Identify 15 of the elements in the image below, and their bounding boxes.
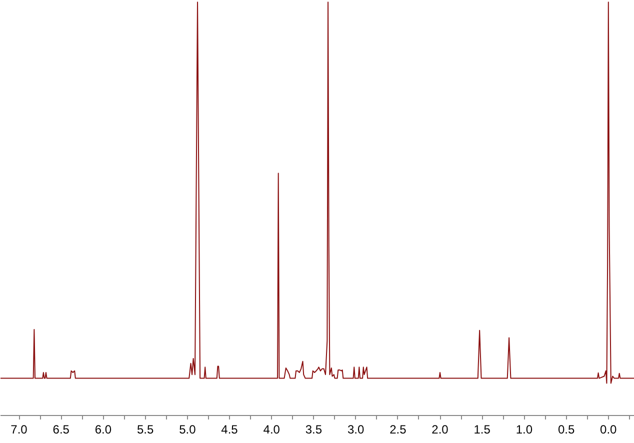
x-tick-label: 5.0 bbox=[179, 422, 196, 436]
x-tick-label: 6.0 bbox=[94, 422, 112, 436]
x-tick-label: 1.5 bbox=[474, 422, 491, 436]
x-tick-label: 4.0 bbox=[263, 422, 280, 436]
x-tick-label: 0.5 bbox=[558, 422, 575, 436]
x-tick-label: 1.0 bbox=[516, 422, 533, 436]
x-tick-label: 3.0 bbox=[347, 422, 364, 436]
x-tick-label: 6.5 bbox=[52, 422, 70, 436]
x-tick-label: 2.5 bbox=[390, 422, 407, 436]
x-tick-label: 0.0 bbox=[600, 422, 618, 436]
x-tick-label: 7.0 bbox=[10, 422, 28, 436]
x-tick-label: 2.0 bbox=[432, 422, 449, 436]
x-tick-label: 5.5 bbox=[136, 422, 154, 436]
x-tick-label: 4.5 bbox=[221, 422, 238, 436]
x-tick-label: 3.5 bbox=[305, 422, 322, 436]
